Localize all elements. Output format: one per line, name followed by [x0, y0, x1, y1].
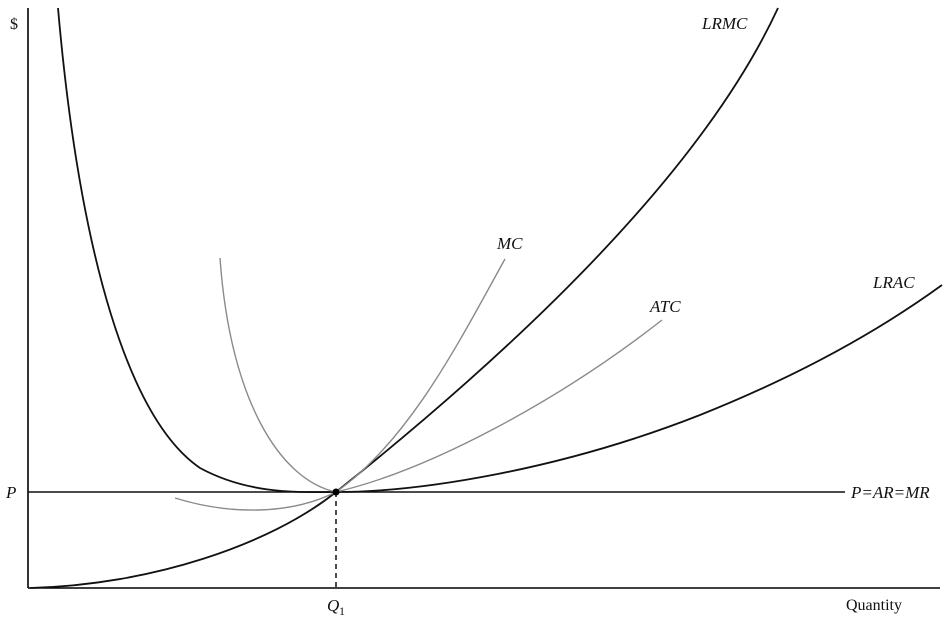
series-lrac-label: LRAC	[872, 273, 915, 292]
series-lrmc-label: LRMC	[701, 14, 748, 33]
series-mc-line	[174, 258, 506, 511]
series-mc-label: MC	[496, 234, 523, 253]
x-tick-label-q1-subscript: 1	[339, 604, 345, 618]
price-line-label: P=AR=MR	[850, 483, 930, 502]
x-tick-label-q1: Q	[327, 596, 339, 615]
series-atc-line	[219, 257, 663, 493]
x-axis-label: Quantity	[846, 597, 902, 614]
y-axis-label: $	[10, 16, 18, 33]
series-atc-label: ATC	[649, 297, 681, 316]
y-tick-label-p: P	[5, 483, 16, 502]
equilibrium-point	[332, 488, 340, 496]
